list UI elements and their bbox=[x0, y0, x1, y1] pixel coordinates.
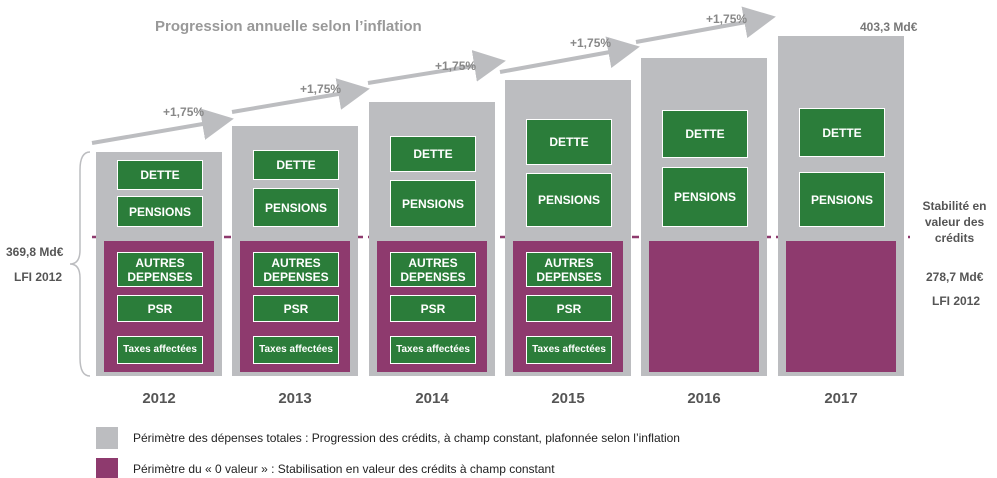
expense-box: PENSIONS bbox=[253, 188, 339, 227]
growth-arrow bbox=[367, 50, 506, 85]
expense-box: PENSIONS bbox=[526, 173, 612, 227]
expense-box: AUTRES DEPENSES bbox=[526, 252, 612, 287]
expense-box: DETTE bbox=[390, 136, 476, 172]
expense-box: AUTRES DEPENSES bbox=[253, 252, 339, 287]
expense-box: AUTRES DEPENSES bbox=[390, 252, 476, 287]
zero-value-area bbox=[649, 241, 759, 372]
expense-box: PENSIONS bbox=[117, 196, 203, 227]
expense-box: DETTE bbox=[799, 108, 885, 157]
year-label: 2014 bbox=[415, 390, 449, 407]
legend-swatch bbox=[96, 427, 118, 449]
right-source: LFI 2012 bbox=[932, 294, 981, 308]
expense-box: PENSIONS bbox=[662, 167, 748, 227]
expense-box: Taxes affectées bbox=[390, 336, 476, 364]
expense-box: PSR bbox=[526, 295, 612, 322]
growth-label: +1,75% bbox=[570, 36, 612, 50]
left-amount: 369,8 Md€ bbox=[6, 245, 64, 259]
growth-label: +1,75% bbox=[163, 105, 205, 119]
expense-box: DETTE bbox=[253, 150, 339, 180]
growth-arrow bbox=[231, 78, 370, 114]
expense-box: PSR bbox=[390, 295, 476, 322]
growth-label: +1,75% bbox=[300, 82, 342, 96]
expense-box: PSR bbox=[253, 295, 339, 322]
expense-box: PENSIONS bbox=[390, 180, 476, 227]
zero-value-area bbox=[786, 241, 896, 372]
growth-label: +1,75% bbox=[706, 12, 748, 26]
growth-arrow bbox=[635, 6, 776, 44]
title: Progression annuelle selon l’inflation bbox=[155, 18, 422, 35]
brace bbox=[69, 151, 91, 377]
right-amount: 278,7 Md€ bbox=[926, 270, 984, 284]
growth-arrow bbox=[91, 108, 234, 145]
growth-arrow bbox=[499, 36, 640, 74]
year-label: 2017 bbox=[824, 390, 858, 407]
total-label: 403,3 Md€ bbox=[860, 20, 918, 34]
expense-box: DETTE bbox=[117, 160, 203, 190]
legend-label: Périmètre du « 0 valeur » : Stabilisatio… bbox=[133, 462, 555, 476]
year-label: 2015 bbox=[551, 390, 585, 407]
expense-box: Taxes affectées bbox=[253, 336, 339, 364]
expense-box: Taxes affectées bbox=[117, 336, 203, 364]
expense-box: AUTRES DEPENSES bbox=[117, 252, 203, 287]
expense-box: DETTE bbox=[526, 119, 612, 165]
year-label: 2016 bbox=[687, 390, 721, 407]
legend-label: Périmètre des dépenses totales : Progres… bbox=[133, 431, 680, 445]
legend-swatch bbox=[96, 458, 118, 478]
left-source: LFI 2012 bbox=[14, 270, 63, 284]
expense-box: Taxes affectées bbox=[526, 336, 612, 364]
expense-box: PSR bbox=[117, 295, 203, 322]
year-label: 2013 bbox=[278, 390, 312, 407]
expense-box: DETTE bbox=[662, 110, 748, 158]
year-label: 2012 bbox=[142, 390, 176, 407]
growth-label: +1,75% bbox=[435, 59, 477, 73]
right-label: Stabilité en valeur des crédits bbox=[922, 199, 987, 245]
expense-box: PENSIONS bbox=[799, 172, 885, 227]
